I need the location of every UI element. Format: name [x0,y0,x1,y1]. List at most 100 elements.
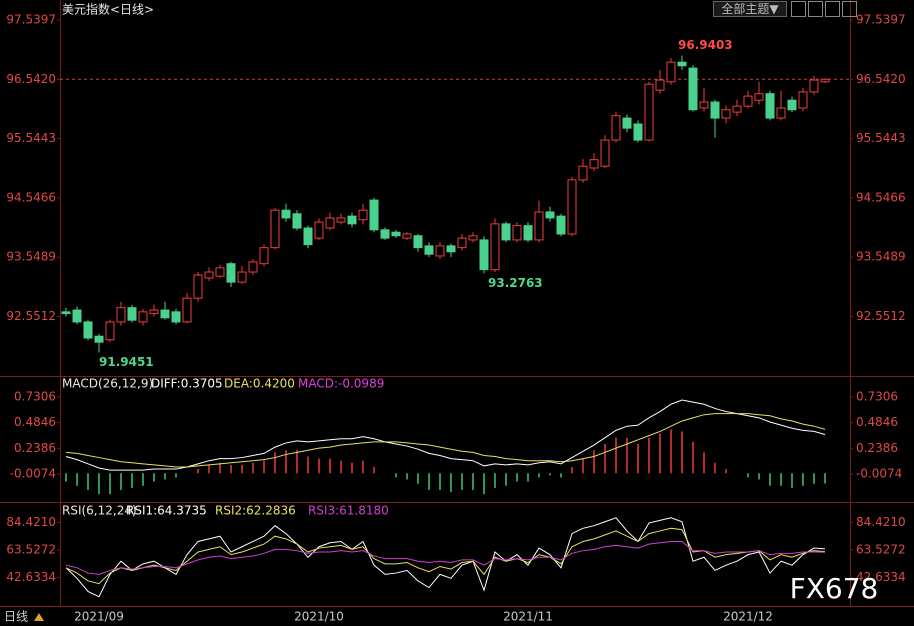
y-tick-label: 0.4846 [856,415,898,429]
candle-body [468,235,478,241]
candle-body [281,209,291,219]
candle-body [402,233,412,239]
y-tick-label: 95.5443 [6,131,56,145]
y-tick-label: 95.5443 [856,131,906,145]
y-tick-label: 96.5420 [856,72,906,86]
y-tick-label: 92.5512 [856,309,906,323]
candle-body [765,93,775,119]
x-tick-label: 2021/12 [723,610,773,624]
panel-title: RSI(6,12,24) [62,504,137,518]
candle-body [446,245,456,253]
y-tick-label: 93.5489 [6,250,56,264]
candle-body [347,215,357,225]
candle-body [292,213,302,229]
candle-body [413,235,423,249]
icon-button[interactable] [825,1,840,17]
tab-arrow[interactable] [34,613,44,621]
low-annotation: 91.9451 [99,355,154,369]
legend-entry: RSI2:62.2836 [215,504,296,518]
candle-body [688,67,698,111]
y-tick-label: 0.2386 [14,441,56,455]
candle-body [622,117,632,129]
y-tick-label: 92.5512 [6,309,56,323]
candle-body [732,105,742,113]
candle-body [644,83,654,141]
period-tab[interactable]: 日线 [4,610,28,624]
candle-body [754,93,764,101]
menu-label[interactable]: 全部主题▼ [721,1,779,16]
candle-body [457,237,467,249]
y-tick-label: 97.5397 [6,12,56,26]
candle-body [424,245,434,255]
candle-body [193,274,203,299]
icon-button[interactable] [842,1,857,17]
chart-title: 美元指数<日线> [62,2,154,17]
candle-body [226,263,236,283]
candle-body [380,229,390,239]
y-tick-label: 63.5272 [6,542,56,556]
candle-body [611,115,621,141]
series-line [65,540,826,575]
candle-body [633,123,643,141]
y-tick-label: 63.5272 [856,542,906,556]
candle-body [171,311,181,323]
y-tick-label: -0.0074 [10,467,56,481]
candle-body [600,139,610,167]
y-tick-label: 93.5489 [856,250,906,264]
candle-body [809,79,819,93]
y-tick-label: -0.0074 [856,467,902,481]
candle-body [798,91,808,109]
y-tick-label: 97.5397 [856,12,906,26]
candle-body [105,321,115,341]
icon-button[interactable] [808,1,823,17]
candle-body [314,221,324,239]
candle-body [589,159,599,169]
candle-body [369,199,379,231]
legend-entry: RSI1:64.3735 [126,504,207,518]
candle-body [182,297,192,323]
candle-body [325,217,335,229]
candle-body [655,79,665,91]
candle-body [127,307,137,321]
candle-body [237,271,247,283]
candle-body [270,209,280,249]
icon-button[interactable] [791,1,806,17]
panel-frame [0,0,914,607]
toolbar-icons [791,1,857,17]
x-tick-label: 2021/10 [294,610,344,624]
candle-body [776,107,786,119]
panel-title: MACD(26,12,9) [62,377,153,391]
candle-body [435,245,445,257]
candle-body [72,309,82,323]
legend-entry: DEA:0.4200 [224,377,295,391]
candle-body [259,247,269,265]
y-tick-label: 42.6334 [856,570,906,584]
candle-body [567,179,577,235]
y-tick-label: 0.7306 [856,389,898,403]
watermark: FX678 [790,572,879,605]
x-tick-label: 2021/11 [503,610,553,624]
candle-body [215,267,225,277]
legend-entry: MACD:-0.0989 [298,377,384,391]
y-tick-label: 84.4210 [6,515,56,529]
series-line [65,399,826,471]
candle-body [523,225,533,241]
legend-entry: DIFF:0.3705 [151,377,223,391]
candle-body [83,321,93,339]
candle-body [534,211,544,241]
candle-body [149,309,159,315]
high-annotation: 96.9403 [678,38,733,52]
menu-button[interactable] [713,1,787,17]
x-tick-label: 2021/09 [74,610,124,624]
y-tick-label: 96.5420 [6,72,56,86]
candle-body [391,231,401,237]
candle-body [160,309,170,319]
candle-body [721,109,731,119]
candle-body [545,211,555,219]
candle-body [336,217,346,223]
candle-body [699,101,709,109]
y-tick-label: 42.6334 [6,570,56,584]
candle-body [820,78,830,83]
candle-body [666,61,676,83]
